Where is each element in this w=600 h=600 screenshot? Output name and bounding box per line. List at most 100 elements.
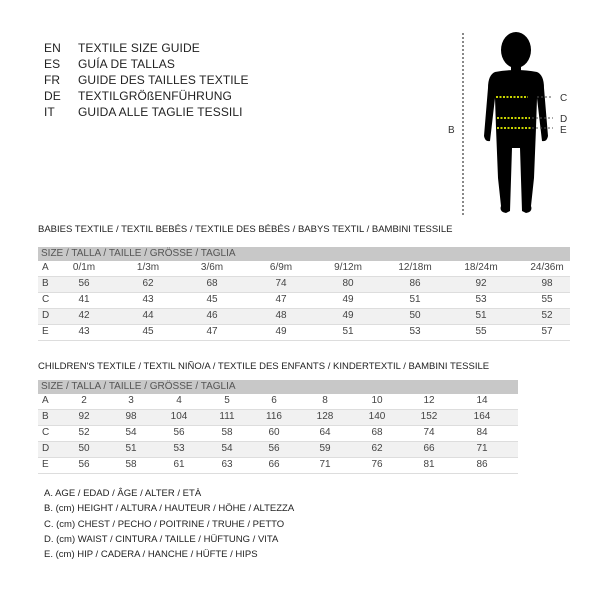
title-code: EN [44, 41, 61, 55]
table-cell: 41 [78, 294, 90, 305]
table-cell: 92 [475, 278, 487, 289]
table-cell: 8 [322, 395, 328, 406]
table-cell: 58 [221, 427, 233, 438]
measurement-legend: A. AGE / EDAD / ÂGE / ALTER / ETÀ B. (cm)… [44, 486, 294, 562]
table-cell: 42 [78, 310, 90, 321]
table-cell: 86 [476, 459, 488, 470]
table-cell: 98 [125, 411, 137, 422]
table-cell: 140 [368, 411, 386, 422]
table-cell: 152 [420, 411, 438, 422]
table-cell: 66 [268, 459, 280, 470]
table-cell: 104 [170, 411, 188, 422]
table-cell: 3/6m [200, 262, 224, 273]
table-row: A 0/1m 1/3m 3/6m 6/9m 9/12m 12/18m 18/24m 24/36m [38, 261, 570, 277]
table-cell: 43 [78, 326, 90, 337]
table-cell: 54 [125, 427, 137, 438]
table-cell: 50 [409, 310, 421, 321]
table-cell: 0/1m [72, 262, 96, 273]
table-cell: 164 [473, 411, 491, 422]
table-cell: 64 [319, 427, 331, 438]
label-e: E [560, 125, 567, 136]
babies-section-title: BABIES TEXTILE / TEXTIL BEBÉS / TEXTILE … [38, 224, 453, 235]
table-cell: 52 [541, 310, 553, 321]
table-cell: 44 [142, 310, 154, 321]
table-cell: 86 [409, 278, 421, 289]
table-header: SIZE / TALLA / TAILLE / GRÖSSE / TAGLIA [38, 247, 570, 261]
table-cell: 71 [319, 459, 331, 470]
title-text: TEXTILE SIZE GUIDE [78, 41, 200, 55]
title-text: GUIDE DES TAILLES TEXTILE [78, 73, 249, 87]
table-cell: 3 [128, 395, 134, 406]
table-cell: 62 [142, 278, 154, 289]
table-cell: 47 [275, 294, 287, 305]
table-cell: 63 [221, 459, 233, 470]
table-cell: 68 [371, 427, 383, 438]
table-cell: 45 [142, 326, 154, 337]
legend-item: C. (cm) CHEST / PECHO / POITRINE / TRUHE… [44, 518, 285, 530]
child-silhouette-figure: B C D E [448, 32, 567, 216]
table-cell: 80 [342, 278, 354, 289]
table-cell: 81 [423, 459, 435, 470]
table-header: SIZE / TALLA / TAILLE / GRÖSSE / TAGLIA [38, 380, 518, 394]
table-cell: 12/18m [398, 262, 432, 273]
legend-item: A. AGE / EDAD / ÂGE / ALTER / ETÀ [44, 488, 202, 499]
label-c: C [560, 93, 567, 104]
table-cell: 49 [342, 294, 354, 305]
title-text: GUÍA DE TALLAS [78, 57, 175, 71]
table-cell: 46 [206, 310, 218, 321]
table-row: E 43 45 47 49 51 53 55 57 [38, 325, 570, 341]
table-cell: 116 [266, 411, 282, 422]
row-label: C [42, 294, 50, 305]
table-cell: 111 [219, 411, 235, 422]
table-cell: 51 [475, 310, 487, 321]
table-cell: 53 [475, 294, 487, 305]
table-cell: 56 [78, 278, 90, 289]
title-code: IT [44, 105, 55, 119]
table-cell: 1/3m [136, 262, 160, 273]
row-label: D [42, 443, 50, 454]
legend-item: B. (cm) HEIGHT / ALTURA / HAUTEUR / HÖHE… [44, 503, 295, 515]
table-cell: 74 [275, 278, 287, 289]
title-code: FR [44, 73, 61, 87]
table-cell: 51 [342, 326, 354, 337]
table-cell: 98 [541, 278, 553, 289]
table-cell: 12 [423, 395, 435, 406]
table-cell: 84 [476, 427, 488, 438]
table-cell: 6 [271, 395, 277, 406]
table-cell: 55 [475, 326, 487, 337]
row-label: C [42, 427, 50, 438]
row-label: D [42, 310, 50, 321]
table-row: C 52 54 56 58 60 64 68 74 84 [38, 426, 518, 442]
title-code: ES [44, 57, 61, 71]
table-cell: 4 [176, 395, 182, 406]
table-cell: 58 [125, 459, 137, 470]
table-cell: 74 [423, 427, 435, 438]
table-cell: 62 [371, 443, 383, 454]
table-cell: 51 [409, 294, 421, 305]
table-cell: 51 [125, 443, 137, 454]
table-cell: 59 [319, 443, 331, 454]
row-label: E [42, 326, 49, 337]
babies-size-table: SIZE / TALLA / TAILLE / GRÖSSE / TAGLIA … [38, 247, 570, 341]
table-cell: 71 [476, 443, 488, 454]
table-row: E 56 58 61 63 66 71 76 81 86 [38, 458, 518, 474]
table-cell: 9/12m [334, 262, 362, 273]
row-label: A [42, 262, 49, 273]
table-cell: 53 [409, 326, 421, 337]
legend-item: D. (cm) WAIST / CINTURA / TAILLE / HÜFTU… [44, 533, 279, 545]
row-label: B [42, 278, 49, 289]
row-label: A [42, 395, 49, 406]
table-row: D 42 44 46 48 49 50 51 52 [38, 309, 570, 325]
table-cell: 49 [342, 310, 354, 321]
table-cell: 92 [78, 411, 90, 422]
row-label: B [42, 411, 49, 422]
table-cell: 18/24m [464, 262, 498, 273]
table-cell: 57 [541, 326, 553, 337]
table-cell: 45 [206, 294, 218, 305]
table-cell: 128 [316, 411, 334, 422]
table-cell: 52 [78, 427, 90, 438]
table-cell: 14 [476, 395, 488, 406]
label-d: D [560, 114, 567, 125]
table-cell: 53 [173, 443, 185, 454]
table-cell: 68 [206, 278, 218, 289]
